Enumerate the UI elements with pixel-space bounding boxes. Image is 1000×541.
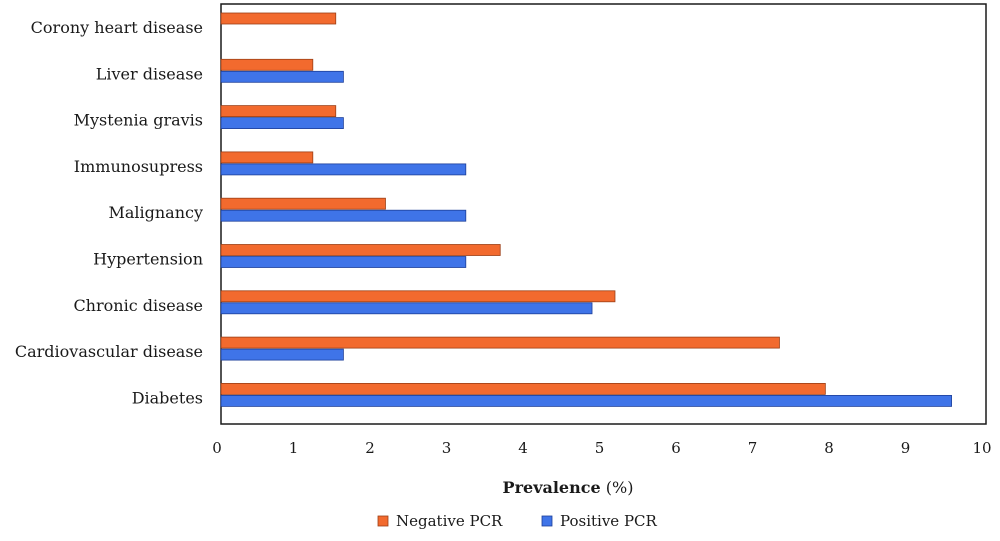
category-label-chronic-disease: Chronic disease	[73, 296, 203, 315]
bar-negative-pcr-mystenia-gravis	[220, 105, 337, 117]
x-axis-title-unit: (%)	[601, 478, 634, 497]
legend-swatch-positive-pcr	[541, 515, 553, 527]
bar-positive-pcr-cardiovascular-disease	[220, 348, 344, 361]
x-tick-label-9: 9	[901, 439, 911, 457]
bar-negative-pcr-diabetes	[220, 382, 826, 395]
x-axis-title: Prevalence (%)	[503, 478, 634, 497]
legend-label-negative-pcr: Negative PCR	[396, 512, 503, 530]
bar-positive-pcr-chronic-disease	[220, 302, 593, 315]
category-label-liver-disease: Liver disease	[96, 64, 203, 83]
category-label-cardiovascular-disease: Cardiovascular disease	[15, 342, 203, 361]
x-tick-label-10: 10	[972, 439, 991, 457]
legend-label-positive-pcr: Positive PCR	[560, 512, 658, 530]
x-tick-labels: 0 1 2 3 4 5 6 7 8 9 10	[212, 439, 991, 457]
bar-positive-pcr-liver-disease	[220, 70, 344, 83]
category-label-mystenia-gravis: Mystenia gravis	[74, 111, 203, 130]
x-tick-label-6: 6	[671, 439, 681, 457]
category-label-diabetes: Diabetes	[132, 388, 203, 407]
bar-negative-pcr-chronic-disease	[220, 290, 616, 303]
bar-negative-pcr-liver-disease	[220, 58, 314, 71]
x-tick-label-8: 8	[824, 439, 834, 457]
x-tick-label-1: 1	[289, 439, 299, 457]
x-tick-label-7: 7	[748, 439, 758, 457]
bar-negative-pcr-corony-heart-disease	[220, 12, 337, 25]
bars-layer	[220, 12, 952, 407]
category-label-immunosupress: Immunosupress	[74, 157, 203, 176]
x-tick-label-5: 5	[595, 439, 605, 457]
x-tick-label-0: 0	[212, 439, 222, 457]
bar-positive-pcr-immunosupress	[220, 163, 467, 176]
bar-positive-pcr-diabetes	[220, 394, 952, 407]
legend: Negative PCR Positive PCR	[377, 512, 658, 530]
bar-negative-pcr-hypertension	[220, 244, 501, 256]
category-label-corony-heart-disease: Corony heart disease	[31, 18, 203, 37]
category-labels: Corony heart disease Liver disease Mysteni…	[15, 18, 203, 407]
bar-negative-pcr-cardiovascular-disease	[220, 336, 780, 349]
x-tick-label-2: 2	[365, 439, 375, 457]
bar-positive-pcr-hypertension	[220, 256, 467, 268]
category-label-malignancy: Malignancy	[108, 203, 203, 222]
bar-negative-pcr-immunosupress	[220, 151, 314, 164]
bar-positive-pcr-mystenia-gravis	[220, 117, 344, 129]
x-axis-title-bold: Prevalence	[503, 478, 601, 497]
category-label-hypertension: Hypertension	[93, 250, 203, 269]
legend-swatch-negative-pcr	[377, 515, 389, 527]
bar-positive-pcr-malignancy	[220, 209, 467, 222]
x-tick-label-3: 3	[442, 439, 452, 457]
x-tick-label-4: 4	[518, 439, 528, 457]
bar-negative-pcr-malignancy	[220, 197, 386, 210]
